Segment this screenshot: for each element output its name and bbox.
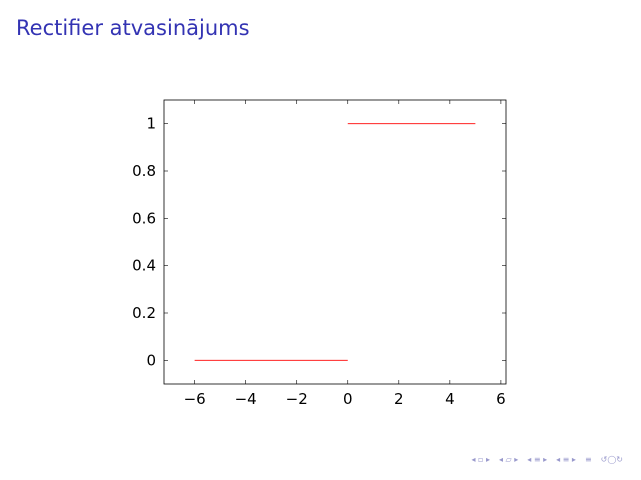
x-tick-label: 4 [445, 390, 455, 408]
doc-icon[interactable]: ≡ [584, 455, 592, 464]
y-tick-label: 0.2 [132, 304, 156, 322]
slide-title: Rectifier atvasinājums [16, 16, 250, 40]
frame-nav[interactable]: ◂ ▫ ▸ [471, 455, 490, 464]
y-tick-label: 0 [146, 351, 156, 369]
x-tick-label: 0 [343, 390, 353, 408]
x-tick-label: 6 [496, 390, 506, 408]
subsection-nav[interactable]: ◂ ▱ ▸ [499, 455, 519, 464]
y-tick-label: 0.4 [132, 257, 156, 275]
x-tick-label: −4 [235, 390, 257, 408]
beamer-navigation: ◂ ▫ ▸ ◂ ▱ ▸ ◂ ≡ ▸ ◂ ≡ ▸ ≡ ↺◯↻ [471, 455, 623, 464]
x-tick-label: −6 [184, 390, 206, 408]
x-tick-label: −2 [286, 390, 308, 408]
plot-frame [163, 99, 507, 385]
document-nav[interactable]: ◂ ≡ ▸ [556, 455, 576, 464]
y-tick-label: 0.6 [132, 209, 156, 227]
search-icon[interactable]: ↺◯↻ [600, 455, 623, 464]
y-tick-label: 1 [146, 115, 156, 133]
x-tick-label: 2 [394, 390, 404, 408]
y-tick-label: 0.8 [132, 162, 156, 180]
section-nav[interactable]: ◂ ≡ ▸ [527, 455, 548, 464]
